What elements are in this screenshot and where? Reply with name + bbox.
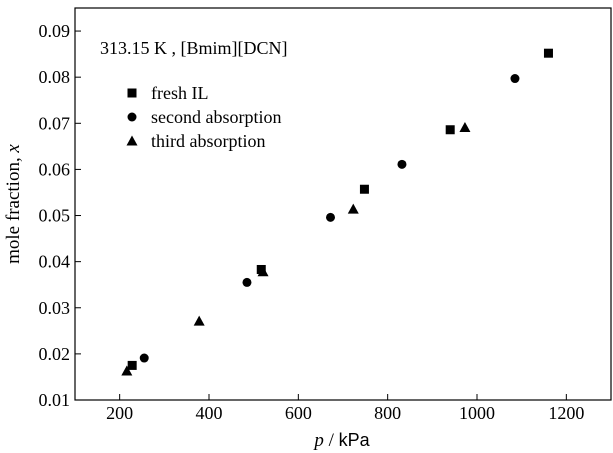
y-tick-label: 0.09 — [39, 21, 71, 41]
legend-marker-triangle — [126, 135, 138, 146]
data-point-circle — [510, 74, 520, 84]
y-tick-label: 0.07 — [39, 113, 71, 133]
legend-label: second absorption — [151, 107, 281, 127]
data-point-circle — [397, 159, 407, 169]
x-tick-label: 1200 — [548, 403, 584, 423]
y-tick-label: 0.08 — [39, 67, 71, 87]
y-tick-label: 0.01 — [39, 390, 71, 410]
x-tick-label: 400 — [196, 403, 223, 423]
data-point-circle — [325, 212, 335, 222]
axis-ticks: 200 400 600 800 1000 1200 0.01 0.02 0.03 0.04 0.05… — [39, 21, 585, 423]
x-tick-label: 800 — [374, 403, 401, 423]
y-tick-label: 0.06 — [39, 159, 71, 179]
data-point-square — [256, 264, 266, 274]
data-point-square — [445, 125, 455, 135]
y-tick-label: 0.04 — [39, 252, 71, 272]
y-axis-text: mole fraction, — [3, 153, 24, 264]
data-point-triangle — [193, 315, 205, 326]
data-point-circle — [242, 277, 252, 287]
data-point-triangle — [459, 121, 471, 132]
x-axis-symbol: p — [312, 430, 324, 451]
legend-marker-square — [127, 88, 137, 98]
x-axis-label: p / kPa — [312, 430, 370, 451]
x-tick-label: 200 — [106, 403, 133, 423]
data-point-triangle — [347, 203, 359, 214]
legend-label: third absorption — [151, 131, 266, 151]
data-point-triangle — [121, 365, 133, 376]
y-axis-label: mole fraction, x — [3, 144, 24, 264]
y-tick-label: 0.03 — [39, 298, 71, 318]
y-tick-label: 0.02 — [39, 344, 71, 364]
data-point-triangle — [257, 266, 269, 277]
plot-frame — [74, 7, 612, 401]
y-axis-symbol: x — [3, 144, 24, 154]
legend: fresh IL second absorption third absorptio… — [126, 83, 281, 151]
y-tick-label: 0.05 — [39, 206, 71, 226]
x-axis-separator: / — [324, 430, 339, 451]
legend-label: fresh IL — [151, 83, 208, 103]
data-point-circle — [139, 353, 149, 363]
legend-marker-circle — [127, 112, 137, 122]
data-point-square — [359, 184, 369, 194]
x-tick-label: 600 — [285, 403, 312, 423]
x-tick-label: 1000 — [459, 403, 495, 423]
x-axis-unit: kPa — [339, 430, 371, 450]
data-point-square — [543, 48, 553, 58]
chart-annotation: 313.15 K , [Bmim][DCN] — [100, 38, 288, 58]
data-point-square — [127, 360, 137, 370]
data-points — [121, 48, 553, 376]
